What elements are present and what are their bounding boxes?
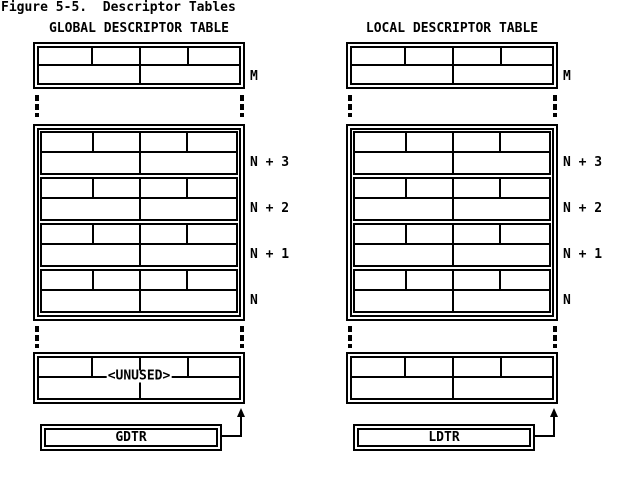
gdtr-register-box: GDTR <box>40 424 222 451</box>
gdt-entries-box <box>33 124 245 321</box>
gdt-row-label-n3: N + 3 <box>250 155 290 170</box>
ldtr-register-box: LDTR <box>353 424 535 451</box>
dotted-gap-line <box>240 326 244 348</box>
gdt-unused-slot: <UNUSED> <box>33 352 245 404</box>
ldtr-register-box-inner: LDTR <box>357 428 531 447</box>
gdt-unused-slot-inner: <UNUSED> <box>37 356 241 400</box>
ldt-row-label-n2: N + 2 <box>563 201 603 216</box>
ldt-column: LOCAL DESCRIPTOR TABLE M <box>346 0 640 480</box>
gdt-row-label-m: M <box>250 69 258 84</box>
gdt-row-label-n2: N + 2 <box>250 201 290 216</box>
ldt-entries-box <box>346 124 558 321</box>
ldt-row-label-n3: N + 3 <box>563 155 603 170</box>
descriptor-grid-lines <box>352 358 552 398</box>
dotted-gap-line <box>348 326 352 348</box>
descriptor-entry <box>40 223 238 267</box>
arrow-line-horizontal <box>535 435 555 437</box>
gdtr-register-label: GDTR <box>115 430 147 445</box>
dotted-gap-line <box>240 95 244 117</box>
dotted-gap-line <box>35 95 39 117</box>
arrow-up-icon <box>550 408 558 417</box>
gdt-row-label-n1: N + 1 <box>250 247 290 262</box>
dotted-gap-line <box>35 326 39 348</box>
descriptor-grid-lines <box>355 179 549 219</box>
gdt-entry-stack <box>40 131 238 314</box>
descriptor-grid-lines <box>42 225 236 265</box>
arrow-line-horizontal <box>222 435 242 437</box>
ldt-bottom-slot <box>346 352 558 404</box>
descriptor-entry <box>40 269 238 313</box>
ldt-row-label-n1: N + 1 <box>563 247 603 262</box>
descriptor-entry <box>353 177 551 221</box>
gdt-row-label-n: N <box>250 293 258 308</box>
ldt-entries-box-inner <box>350 128 554 317</box>
ldt-row-label-n: N <box>563 293 571 308</box>
gdt-heading: GLOBAL DESCRIPTOR TABLE <box>48 21 229 36</box>
descriptor-entry <box>40 177 238 221</box>
unused-label: <UNUSED> <box>106 368 172 384</box>
gdtr-register-box-inner: GDTR <box>44 428 218 447</box>
ldt-heading: LOCAL DESCRIPTOR TABLE <box>365 21 539 36</box>
ldt-bottom-slot-inner <box>350 356 554 400</box>
gdt-entries-box-inner <box>37 128 241 317</box>
figure-title: Figure 5-5. Descriptor Tables <box>1 0 236 15</box>
ldt-row-label-m: M <box>563 69 571 84</box>
descriptor-entry <box>353 223 551 267</box>
descriptor-entry <box>353 131 551 175</box>
descriptor-grid-lines <box>352 48 552 83</box>
descriptor-grid-lines <box>42 179 236 219</box>
ldtr-register-label: LDTR <box>428 430 460 445</box>
dotted-gap-line <box>348 95 352 117</box>
descriptor-grid-lines <box>355 271 549 311</box>
gdt-slot-m-inner <box>37 46 241 85</box>
arrow-line-vertical <box>240 416 242 437</box>
descriptor-grid-lines <box>42 271 236 311</box>
arrow-line-vertical <box>553 416 555 437</box>
dotted-gap-line <box>553 95 557 117</box>
descriptor-grid-lines <box>355 133 549 173</box>
dotted-gap-line <box>553 326 557 348</box>
descriptor-entry <box>40 131 238 175</box>
descriptor-grid-lines <box>42 133 236 173</box>
ldt-entry-stack <box>353 131 551 314</box>
gdt-column: GLOBAL DESCRIPTOR TABLE M <box>33 0 333 480</box>
ldt-slot-m-inner <box>350 46 554 85</box>
descriptor-grid-lines <box>39 48 239 83</box>
descriptor-grid-lines <box>355 225 549 265</box>
arrow-up-icon <box>237 408 245 417</box>
ldt-slot-m <box>346 42 558 89</box>
descriptor-entry <box>353 269 551 313</box>
gdt-slot-m <box>33 42 245 89</box>
